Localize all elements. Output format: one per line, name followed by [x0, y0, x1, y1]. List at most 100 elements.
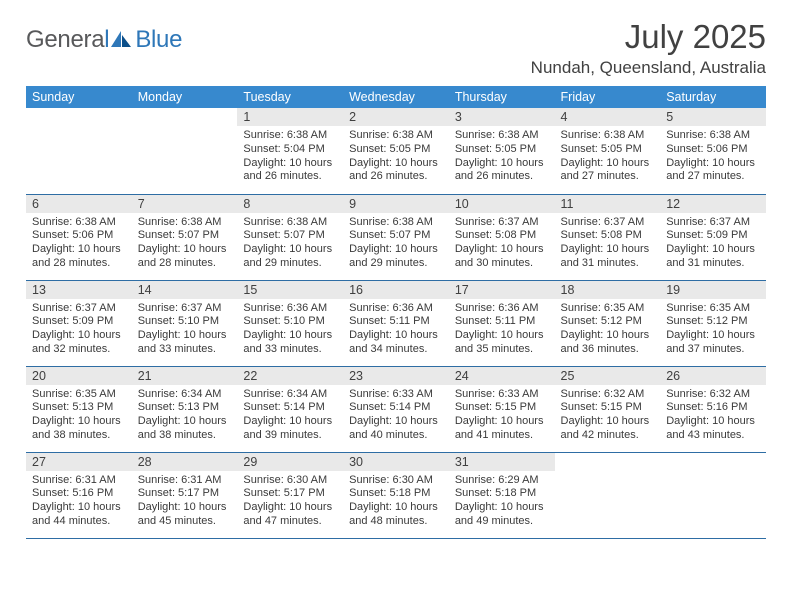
day-number: 3	[449, 108, 555, 126]
daylight-line2: and 39 minutes.	[243, 429, 337, 443]
day-body	[660, 471, 766, 478]
day-number: 8	[237, 195, 343, 213]
day-cell: 27Sunrise: 6:31 AMSunset: 5:16 PMDayligh…	[26, 452, 132, 538]
day-number: 31	[449, 453, 555, 471]
day-body: Sunrise: 6:38 AMSunset: 5:07 PMDaylight:…	[132, 213, 238, 275]
day-number: 22	[237, 367, 343, 385]
day-cell: 24Sunrise: 6:33 AMSunset: 5:15 PMDayligh…	[449, 366, 555, 452]
sunrise-text: Sunrise: 6:38 AM	[243, 216, 337, 230]
day-cell: 25Sunrise: 6:32 AMSunset: 5:15 PMDayligh…	[555, 366, 661, 452]
day-body: Sunrise: 6:34 AMSunset: 5:13 PMDaylight:…	[132, 385, 238, 447]
day-cell: 21Sunrise: 6:34 AMSunset: 5:13 PMDayligh…	[132, 366, 238, 452]
day-body: Sunrise: 6:32 AMSunset: 5:16 PMDaylight:…	[660, 385, 766, 447]
day-number: 7	[132, 195, 238, 213]
day-body: Sunrise: 6:38 AMSunset: 5:07 PMDaylight:…	[343, 213, 449, 275]
daylight-line1: Daylight: 10 hours	[349, 501, 443, 515]
day-number: 21	[132, 367, 238, 385]
day-body: Sunrise: 6:37 AMSunset: 5:10 PMDaylight:…	[132, 299, 238, 361]
sunrise-text: Sunrise: 6:36 AM	[349, 302, 443, 316]
daylight-line2: and 26 minutes.	[349, 170, 443, 184]
sunset-text: Sunset: 5:16 PM	[32, 487, 126, 501]
daylight-line1: Daylight: 10 hours	[32, 243, 126, 257]
daylight-line1: Daylight: 10 hours	[666, 243, 760, 257]
daylight-line2: and 29 minutes.	[243, 257, 337, 271]
sunset-text: Sunset: 5:14 PM	[349, 401, 443, 415]
daylight-line1: Daylight: 10 hours	[243, 243, 337, 257]
daylight-line1: Daylight: 10 hours	[561, 157, 655, 171]
day-cell: 14Sunrise: 6:37 AMSunset: 5:10 PMDayligh…	[132, 280, 238, 366]
daylight-line1: Daylight: 10 hours	[561, 243, 655, 257]
day-number	[132, 108, 238, 126]
daylight-line1: Daylight: 10 hours	[349, 157, 443, 171]
daylight-line1: Daylight: 10 hours	[32, 329, 126, 343]
daylight-line2: and 38 minutes.	[32, 429, 126, 443]
daylight-line2: and 49 minutes.	[455, 515, 549, 529]
sunset-text: Sunset: 5:05 PM	[561, 143, 655, 157]
sunset-text: Sunset: 5:07 PM	[349, 229, 443, 243]
day-header: Friday	[555, 86, 661, 108]
daylight-line2: and 42 minutes.	[561, 429, 655, 443]
week-row: 1Sunrise: 6:38 AMSunset: 5:04 PMDaylight…	[26, 108, 766, 194]
daylight-line2: and 41 minutes.	[455, 429, 549, 443]
daylight-line1: Daylight: 10 hours	[138, 501, 232, 515]
day-cell: 5Sunrise: 6:38 AMSunset: 5:06 PMDaylight…	[660, 108, 766, 194]
brand-blue: Blue	[135, 26, 182, 54]
day-cell: 13Sunrise: 6:37 AMSunset: 5:09 PMDayligh…	[26, 280, 132, 366]
sunset-text: Sunset: 5:05 PM	[349, 143, 443, 157]
day-cell	[555, 452, 661, 538]
daylight-line1: Daylight: 10 hours	[455, 243, 549, 257]
daylight-line1: Daylight: 10 hours	[349, 243, 443, 257]
sunset-text: Sunset: 5:13 PM	[138, 401, 232, 415]
day-number: 23	[343, 367, 449, 385]
day-cell: 23Sunrise: 6:33 AMSunset: 5:14 PMDayligh…	[343, 366, 449, 452]
day-cell: 9Sunrise: 6:38 AMSunset: 5:07 PMDaylight…	[343, 194, 449, 280]
sunrise-text: Sunrise: 6:38 AM	[561, 129, 655, 143]
location-subtitle: Nundah, Queensland, Australia	[531, 58, 766, 78]
daylight-line1: Daylight: 10 hours	[138, 329, 232, 343]
brand-l: l	[104, 26, 109, 53]
day-body: Sunrise: 6:34 AMSunset: 5:14 PMDaylight:…	[237, 385, 343, 447]
day-header: Tuesday	[237, 86, 343, 108]
day-header: Sunday	[26, 86, 132, 108]
daylight-line2: and 37 minutes.	[666, 343, 760, 357]
day-body: Sunrise: 6:38 AMSunset: 5:07 PMDaylight:…	[237, 213, 343, 275]
sunset-text: Sunset: 5:08 PM	[455, 229, 549, 243]
sunrise-text: Sunrise: 6:35 AM	[32, 388, 126, 402]
daylight-line2: and 27 minutes.	[561, 170, 655, 184]
day-body	[132, 126, 238, 133]
daylight-line2: and 35 minutes.	[455, 343, 549, 357]
day-body: Sunrise: 6:33 AMSunset: 5:15 PMDaylight:…	[449, 385, 555, 447]
sunrise-text: Sunrise: 6:35 AM	[561, 302, 655, 316]
sunset-text: Sunset: 5:17 PM	[138, 487, 232, 501]
day-number: 27	[26, 453, 132, 471]
day-cell: 19Sunrise: 6:35 AMSunset: 5:12 PMDayligh…	[660, 280, 766, 366]
daylight-line1: Daylight: 10 hours	[349, 415, 443, 429]
day-body: Sunrise: 6:36 AMSunset: 5:10 PMDaylight:…	[237, 299, 343, 361]
sunrise-text: Sunrise: 6:31 AM	[138, 474, 232, 488]
day-cell: 31Sunrise: 6:29 AMSunset: 5:18 PMDayligh…	[449, 452, 555, 538]
daylight-line2: and 32 minutes.	[32, 343, 126, 357]
day-number: 20	[26, 367, 132, 385]
day-cell	[132, 108, 238, 194]
day-number: 11	[555, 195, 661, 213]
sunset-text: Sunset: 5:11 PM	[349, 315, 443, 329]
daylight-line2: and 48 minutes.	[349, 515, 443, 529]
day-cell: 17Sunrise: 6:36 AMSunset: 5:11 PMDayligh…	[449, 280, 555, 366]
day-cell: 30Sunrise: 6:30 AMSunset: 5:18 PMDayligh…	[343, 452, 449, 538]
day-header: Saturday	[660, 86, 766, 108]
day-body: Sunrise: 6:30 AMSunset: 5:17 PMDaylight:…	[237, 471, 343, 533]
daylight-line2: and 28 minutes.	[32, 257, 126, 271]
daylight-line2: and 26 minutes.	[243, 170, 337, 184]
day-cell	[26, 108, 132, 194]
sunrise-text: Sunrise: 6:36 AM	[243, 302, 337, 316]
day-body: Sunrise: 6:33 AMSunset: 5:14 PMDaylight:…	[343, 385, 449, 447]
day-number: 5	[660, 108, 766, 126]
day-number: 24	[449, 367, 555, 385]
sunrise-text: Sunrise: 6:30 AM	[243, 474, 337, 488]
calendar-table: Sunday Monday Tuesday Wednesday Thursday…	[26, 86, 766, 539]
daylight-line1: Daylight: 10 hours	[138, 415, 232, 429]
daylight-line2: and 28 minutes.	[138, 257, 232, 271]
day-number: 29	[237, 453, 343, 471]
sunrise-text: Sunrise: 6:37 AM	[138, 302, 232, 316]
day-body: Sunrise: 6:35 AMSunset: 5:13 PMDaylight:…	[26, 385, 132, 447]
